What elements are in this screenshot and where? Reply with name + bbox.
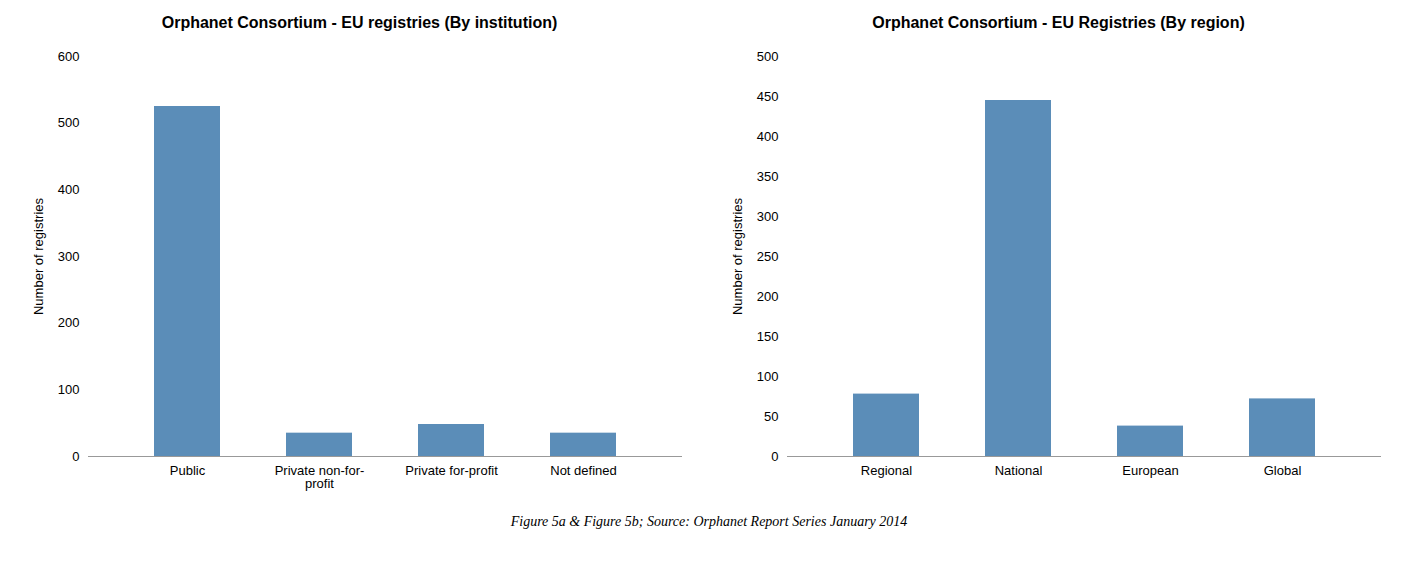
svg-text:350: 350 xyxy=(756,169,778,184)
svg-text:200: 200 xyxy=(57,315,79,330)
svg-text:50: 50 xyxy=(764,409,778,424)
svg-text:Regional: Regional xyxy=(860,463,911,478)
svg-text:500: 500 xyxy=(756,49,778,64)
svg-text:European: European xyxy=(1122,463,1178,478)
html-text:Orphanet Consortium - EU regis: Orphanet Consortium - EU registries (By … xyxy=(161,14,558,31)
svg-text:Number of registries: Number of registries xyxy=(729,197,744,315)
svg-text:400: 400 xyxy=(57,182,79,197)
svg-text:Private non-for-profit: Private non-for-profit xyxy=(274,463,364,491)
svg-text:Public: Public xyxy=(169,463,205,478)
svg-text:National: National xyxy=(994,463,1042,478)
svg-text:Global: Global xyxy=(1263,463,1301,478)
svg-text:Not defined: Not defined xyxy=(550,463,617,478)
svg-text:450: 450 xyxy=(756,89,778,104)
svg-text:Private for-profit: Private for-profit xyxy=(405,463,498,478)
svg-text:300: 300 xyxy=(756,209,778,224)
svg-text:100: 100 xyxy=(756,369,778,384)
svg-text:0: 0 xyxy=(771,449,778,464)
svg-text:100: 100 xyxy=(57,382,79,397)
svg-text:0: 0 xyxy=(72,449,79,464)
svg-text:150: 150 xyxy=(756,329,778,344)
svg-text:250: 250 xyxy=(756,249,778,264)
svg-text:Number of registries: Number of registries xyxy=(30,197,45,315)
svg-text:300: 300 xyxy=(57,249,79,264)
html-text:Orphanet Consortium - EU Regis: Orphanet Consortium - EU Registries (By … xyxy=(872,14,1245,31)
svg-text:600: 600 xyxy=(57,49,79,64)
svg-text:500: 500 xyxy=(57,115,79,130)
html-text:Figure 5a & Figure 5b; Source:: Figure 5a & Figure 5b; Source: Orphanet … xyxy=(510,514,908,529)
svg-text:400: 400 xyxy=(756,129,778,144)
svg-text:200: 200 xyxy=(756,289,778,304)
